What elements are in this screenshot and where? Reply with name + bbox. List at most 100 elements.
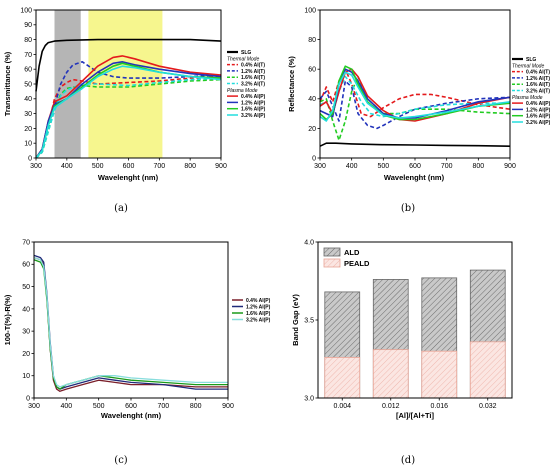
panel-a-ytick-label: 0 xyxy=(28,155,32,162)
panel-a-series-3-2-al-p xyxy=(35,65,222,159)
panel-a-ytick-label: 10 xyxy=(24,141,32,148)
panel-a-xtick-label: 600 xyxy=(123,163,135,170)
panel-c-ytick-label: 40 xyxy=(22,306,30,313)
panel-a-legend-heading-thermal: Thermal Mode xyxy=(227,56,259,62)
panel-a: 300 400 500 600 700 800 900 0 10 20 30 40 50 60 70 80 90… xyxy=(3,7,266,214)
panel-c-ytick-label: 60 xyxy=(22,262,30,269)
panel-b-label: (b) xyxy=(401,203,415,214)
panel-b-series-1-2-al-t xyxy=(319,80,511,130)
panel-d-legend-label-peald: PEALD xyxy=(344,259,370,268)
panel-c-ytick-label: 20 xyxy=(22,351,30,358)
panel-b-ytick-label: 80 xyxy=(308,37,316,44)
panel-a-ytick-label: 70 xyxy=(24,52,32,59)
panel-b-series-0-4-al-t xyxy=(319,68,511,118)
panel-c-legend-label-1-2-al-p: 1.2% Al(P) xyxy=(246,305,271,311)
panel-b-xtick-label: 900 xyxy=(504,163,516,170)
panel-a-legend-label-1-2-al-p: 1.2% Al(P) xyxy=(241,100,266,106)
panel-b-ytick-label: 20 xyxy=(308,126,316,133)
panel-a-legend-label-0-4-al-p: 0.4% Al(P) xyxy=(241,94,266,100)
panel-b-legend-label-1-2-al-p: 1.2% Al(P) xyxy=(526,107,550,113)
panel-b-ytick-label: 0 xyxy=(312,155,316,162)
panel-d-bar-peald-0-012 xyxy=(372,349,409,399)
panel-b-legend-heading-thermal: Thermal Mode xyxy=(512,63,544,69)
panel-d-legend-swatch-peald xyxy=(323,258,341,268)
panel-a-ytick-label: 60 xyxy=(24,67,32,74)
panel-b-legend-label-3-2-al-p: 3.2% Al(P) xyxy=(526,120,550,126)
panel-b-series-slg xyxy=(319,142,511,147)
panel-c-plot-frame xyxy=(33,241,229,399)
panel-b-xtick-label: 600 xyxy=(409,163,421,170)
panel-b-legend-label-3-2-al-t: 3.2% Al(T) xyxy=(526,89,550,95)
panel-a-ytick-label: 90 xyxy=(24,22,32,29)
panel-c-xtick-label: 900 xyxy=(222,403,234,410)
panel-c-ytick-label: 10 xyxy=(22,373,30,380)
panel-b-legend-label-1-6-al-p: 1.6% Al(P) xyxy=(526,114,550,120)
panel-c-legend-label-1-6-al-p: 1.6% Al(P) xyxy=(246,311,271,317)
panel-a-legend-label-0-4-al-t: 0.4% Al(T) xyxy=(241,63,265,69)
panel-d-bar-peald-0-004 xyxy=(324,357,361,399)
panel-b-legend-label-1-6-al-t: 1.6% Al(T) xyxy=(526,82,550,88)
panel-b-xlabel: Wavelenght (nm) xyxy=(384,173,445,182)
panel-d-legend-swatch-ald xyxy=(323,247,341,257)
panel-a-xlabel: Wavelenght (nm) xyxy=(98,173,159,182)
panel-d-xtick-label: 0.004 xyxy=(333,403,351,410)
panel-d-ylabel: Band Gap (eV) xyxy=(291,294,300,346)
panel-a-label: (a) xyxy=(114,203,128,214)
panel-c-legend-label-3-2-al-p: 3.2% Al(P) xyxy=(246,318,271,324)
panel-d-legend-label-ald: ALD xyxy=(344,248,360,257)
panel-c-xtick-label: 500 xyxy=(93,403,105,410)
panel-d-xtick-label: 0.016 xyxy=(430,403,448,410)
panel-a-legend-label-slg: SLG xyxy=(241,50,251,56)
panel-d-ytick-label: 3.5 xyxy=(304,317,314,324)
panel-a-xtick-label: 900 xyxy=(215,163,227,170)
panel-c: 300 400 500 600 700 800 900 0 10 20 30 40 50 60 70 Wav… xyxy=(3,239,271,466)
panel-a-xtick-label: 800 xyxy=(184,163,196,170)
panel-a-ytick-label: 80 xyxy=(24,37,32,44)
panel-b-series-0-4-al-p xyxy=(319,68,511,122)
panel-a-xtick-label: 300 xyxy=(30,163,42,170)
panel-b-xtick-label: 700 xyxy=(441,163,453,170)
panel-d-ytick-label: 4.0 xyxy=(304,239,314,246)
panel-a-series-1-2-al-p xyxy=(35,60,222,159)
panel-b-series-1-6-al-t xyxy=(319,75,511,141)
panel-a-xtick-label: 500 xyxy=(92,163,104,170)
panel-b-legend-label-0-4-al-t: 0.4% Al(T) xyxy=(526,70,550,76)
panel-c-xlabel: Wavelenght (nm) xyxy=(101,411,162,420)
panel-d-ytick-label: 3.0 xyxy=(304,395,314,402)
panel-a-legend-label-1-6-al-t: 1.6% Al(T) xyxy=(241,75,265,81)
panel-b-ytick-label: 40 xyxy=(308,96,316,103)
panel-c-ylabel: 100-T(%)-R(%) xyxy=(3,294,12,345)
panel-b-ylabel: Reflectance (%) xyxy=(287,56,296,112)
panel-b-legend-label-slg: SLG xyxy=(526,57,536,63)
panel-b-legend-label-0-4-al-p: 0.4% Al(P) xyxy=(526,101,550,107)
panel-b: 300 400 500 600 700 800 900 0 20 40 60 80 100 Wavele… xyxy=(287,7,550,214)
panel-a-shaded-band-1 xyxy=(54,10,81,158)
panel-b-xtick-label: 400 xyxy=(346,163,358,170)
panel-c-ytick-label: 30 xyxy=(22,329,30,336)
panel-c-xtick-label: 800 xyxy=(190,403,202,410)
panel-b-xtick-label: 500 xyxy=(377,163,389,170)
panel-b-series-3-2-al-t xyxy=(319,75,510,118)
panel-c-ytick-label: 50 xyxy=(22,284,30,291)
panel-b-ytick-label: 60 xyxy=(308,67,316,74)
panel-a-legend-label-1-2-al-t: 1.2% Al(T) xyxy=(241,69,265,75)
panel-c-ytick-label: 0 xyxy=(26,395,30,402)
panel-a-legend-label-3-2-al-p: 3.2% Al(P) xyxy=(241,113,266,119)
panel-d-bar-peald-0-016 xyxy=(421,350,458,399)
panel-a-legend-label-1-6-al-p: 1.6% Al(P) xyxy=(241,107,266,113)
panel-c-label: (c) xyxy=(114,455,128,466)
panel-c-series-1-6-al-p xyxy=(33,259,228,390)
panel-c-xtick-label: 300 xyxy=(28,403,40,410)
panel-a-legend-heading-plasma: Plasma Mode xyxy=(227,88,258,94)
panel-a-ytick-label: 100 xyxy=(20,7,32,14)
panel-b-ytick-label: 100 xyxy=(304,7,316,14)
panel-d-xtick-label: 0.012 xyxy=(382,403,400,410)
panel-a-series-1-2-al-t xyxy=(35,60,222,159)
panel-c-legend-label-0-4-al-p: 0.4% Al(P) xyxy=(246,298,271,304)
panel-a-ytick-label: 20 xyxy=(24,126,32,133)
panel-c-series-1-2-al-p xyxy=(33,254,228,390)
panel-a-ytick-label: 50 xyxy=(24,81,32,88)
panel-d-xlabel: [Al]/[Al+Ti] xyxy=(396,411,434,420)
panel-a-ytick-label: 30 xyxy=(24,111,32,118)
